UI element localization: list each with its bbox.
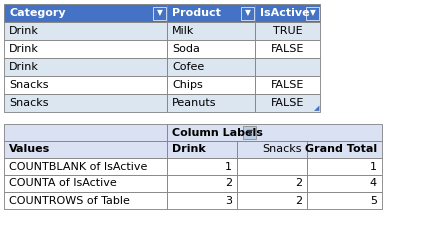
Bar [167, 94, 255, 112]
Bar [255, 40, 320, 58]
Bar [4, 22, 167, 40]
Bar [237, 141, 307, 158]
Bar [255, 4, 320, 22]
Text: COUNTROWS of Table: COUNTROWS of Table [9, 195, 130, 205]
Text: 5: 5 [370, 195, 377, 205]
Text: ▼: ▼ [245, 9, 250, 18]
Bar [167, 4, 255, 22]
Text: Drink: Drink [9, 26, 39, 36]
Bar [4, 158, 167, 175]
Bar [4, 124, 167, 141]
Text: Product: Product [172, 8, 221, 18]
Text: TRUE: TRUE [273, 26, 302, 36]
Text: 2: 2 [225, 179, 232, 189]
Bar [153, 7, 166, 20]
Bar [237, 158, 307, 175]
Bar [255, 22, 320, 40]
Text: Peanuts: Peanuts [172, 98, 216, 108]
Text: Chips: Chips [172, 80, 203, 90]
Bar [167, 192, 237, 209]
Text: Drink: Drink [9, 62, 39, 72]
Bar [237, 192, 307, 209]
Text: FALSE: FALSE [271, 44, 304, 54]
Text: Snacks: Snacks [263, 144, 302, 154]
Text: Cofee: Cofee [172, 62, 204, 72]
Text: 3: 3 [225, 195, 232, 205]
Bar [307, 192, 382, 209]
Bar [4, 141, 167, 158]
Bar [167, 141, 237, 158]
Bar [306, 7, 319, 20]
Text: Grand Total: Grand Total [305, 144, 377, 154]
Text: COUNTA of IsActive: COUNTA of IsActive [9, 179, 117, 189]
Bar [4, 175, 167, 192]
Text: IsActive: IsActive [260, 8, 310, 18]
Bar [167, 76, 255, 94]
Bar [237, 175, 307, 192]
Text: 2: 2 [295, 179, 302, 189]
Text: ◢: ◢ [314, 105, 319, 111]
Text: Snacks: Snacks [9, 80, 49, 90]
Text: COUNTBLANK of IsActive: COUNTBLANK of IsActive [9, 162, 147, 172]
Text: Milk: Milk [172, 26, 194, 36]
Bar [255, 94, 320, 112]
Bar [4, 40, 167, 58]
Text: Category: Category [9, 8, 66, 18]
Bar [307, 158, 382, 175]
Text: FALSE: FALSE [271, 98, 304, 108]
Bar [4, 58, 167, 76]
Text: Drink: Drink [9, 44, 39, 54]
Text: ▼: ▼ [246, 128, 253, 137]
Bar [167, 22, 255, 40]
Text: 2: 2 [295, 195, 302, 205]
Text: 1: 1 [370, 162, 377, 172]
Bar [4, 94, 167, 112]
Text: Snacks: Snacks [9, 98, 49, 108]
Bar [167, 158, 237, 175]
Bar [255, 76, 320, 94]
Text: ▼: ▼ [309, 9, 316, 18]
Bar [307, 175, 382, 192]
Bar [167, 40, 255, 58]
Text: FALSE: FALSE [271, 80, 304, 90]
Text: Drink: Drink [172, 144, 206, 154]
Text: Values: Values [9, 144, 50, 154]
Bar [167, 58, 255, 76]
Text: ▼: ▼ [156, 9, 163, 18]
Text: Soda: Soda [172, 44, 200, 54]
Text: Column Labels: Column Labels [172, 128, 263, 138]
Bar [167, 124, 382, 141]
Text: 4: 4 [370, 179, 377, 189]
Bar [167, 175, 237, 192]
Bar [4, 4, 167, 22]
Bar [255, 58, 320, 76]
Bar [4, 76, 167, 94]
Text: 1: 1 [225, 162, 232, 172]
Bar [307, 141, 382, 158]
Bar [243, 126, 256, 139]
Bar [4, 192, 167, 209]
Bar [241, 7, 254, 20]
